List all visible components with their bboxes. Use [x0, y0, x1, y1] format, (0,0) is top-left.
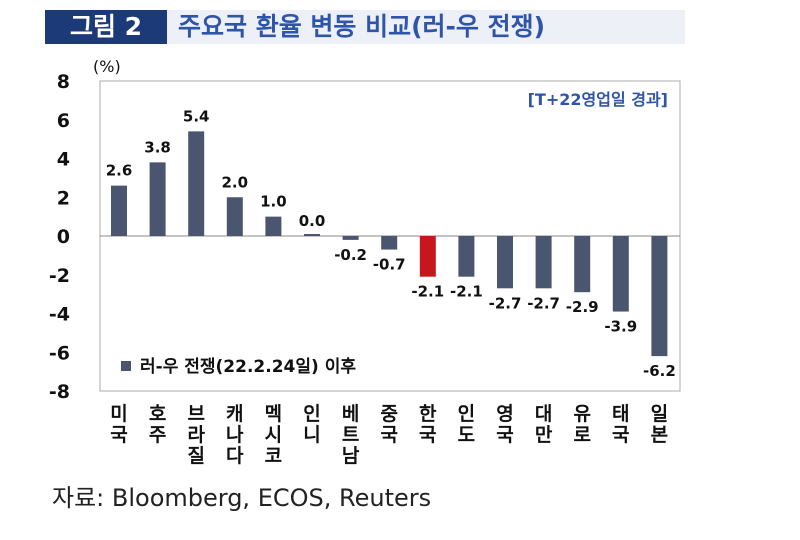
- category-label: 캐: [226, 403, 243, 425]
- annotation: [T+22영업일 경과]: [528, 90, 668, 109]
- bar-미국: [111, 185, 127, 236]
- value-label: 0.0: [299, 212, 326, 230]
- category-label: 인: [303, 403, 320, 425]
- y-tick-label: 4: [57, 149, 70, 171]
- category-label: 본: [651, 424, 668, 446]
- y-tick-label: 0: [57, 226, 70, 248]
- category-label: 로: [573, 424, 590, 446]
- category-label: 브: [187, 403, 204, 425]
- bar-호주: [149, 162, 166, 236]
- y-tick-label: -2: [49, 265, 70, 287]
- bar-한국: [419, 236, 436, 277]
- value-label: 3.8: [144, 138, 171, 156]
- category-label: 나: [226, 424, 244, 446]
- bar-chart: 8 6 4 2 0 -2 -4 -6 -8 (%) [T+22영업일 경과] 러-우 전쟁(22.2.…: [49, 57, 681, 467]
- bar-브라질: [188, 131, 205, 236]
- category-label: 국: [496, 424, 513, 446]
- bar-태국: [612, 236, 629, 312]
- value-label: -2.1: [411, 283, 444, 301]
- value-label: -0.7: [373, 256, 406, 274]
- category-label: 인: [458, 403, 475, 425]
- category-label: 도: [458, 424, 475, 446]
- category-label: 질: [187, 445, 204, 467]
- y-tick-label: 8: [57, 71, 70, 93]
- category-label: 태: [612, 403, 629, 425]
- category-label: 라: [187, 424, 205, 446]
- bar-유로: [574, 236, 591, 293]
- category-label: 다: [226, 445, 244, 467]
- value-label: -2.9: [566, 298, 599, 316]
- category-label: 국: [380, 424, 397, 446]
- source-note: 자료: Bloomberg, ECOS, Reuters: [52, 484, 432, 512]
- figure-title: 주요국 환율 변동 비교(러-우 전쟁): [178, 12, 546, 41]
- category-label: 국: [110, 424, 127, 446]
- value-label: 2.6: [106, 162, 133, 180]
- bar-일본: [651, 236, 668, 357]
- category-label: 대: [535, 403, 552, 425]
- bar-중국: [381, 236, 398, 250]
- category-label: 호: [149, 403, 166, 425]
- category-label: 한: [419, 403, 437, 425]
- category-label: 만: [535, 424, 553, 446]
- bar-베트남: [342, 236, 359, 240]
- figure-badge: 그림 2: [45, 10, 167, 44]
- value-label: 2.0: [222, 173, 249, 191]
- value-label: 5.4: [183, 107, 210, 125]
- category-label: 주: [149, 424, 166, 446]
- category-label: 중: [380, 403, 397, 425]
- legend-swatch: [121, 361, 131, 371]
- value-label: -6.2: [643, 362, 676, 380]
- bar-캐나다: [226, 197, 243, 236]
- bar-멕시코: [265, 216, 282, 236]
- y-tick-label: -8: [49, 381, 70, 403]
- y-tick-label: 2: [57, 187, 70, 209]
- value-label: -3.9: [604, 318, 637, 336]
- bar-인니: [304, 234, 320, 236]
- value-label: -2.7: [489, 294, 522, 312]
- unit-label: (%): [93, 57, 121, 76]
- category-label: 국: [419, 424, 436, 446]
- y-tick-label: -6: [49, 342, 70, 364]
- value-label: -0.2: [334, 246, 367, 264]
- category-label: 남: [342, 445, 360, 467]
- value-label: -2.1: [450, 283, 483, 301]
- bar-인도: [458, 236, 475, 277]
- bar-대만: [535, 236, 552, 289]
- category-label: 코: [265, 445, 282, 467]
- category-label: 국: [612, 424, 629, 446]
- legend-label: 러-우 전쟁(22.2.24일) 이후: [140, 356, 356, 377]
- category-label: 유: [573, 403, 590, 425]
- category-label: 베: [342, 403, 359, 425]
- category-label: 일: [651, 403, 668, 425]
- category-label: 영: [496, 403, 513, 425]
- y-tick-label: -4: [49, 304, 70, 326]
- y-tick-label: 6: [57, 110, 70, 132]
- category-label: 니: [303, 424, 320, 446]
- category-label: 트: [342, 424, 359, 446]
- value-label: -2.7: [527, 294, 560, 312]
- category-label: 미: [110, 403, 127, 425]
- bar-영국: [497, 236, 513, 289]
- category-label: 멕: [265, 403, 282, 425]
- category-label: 시: [265, 424, 282, 446]
- value-label: 1.0: [260, 193, 287, 211]
